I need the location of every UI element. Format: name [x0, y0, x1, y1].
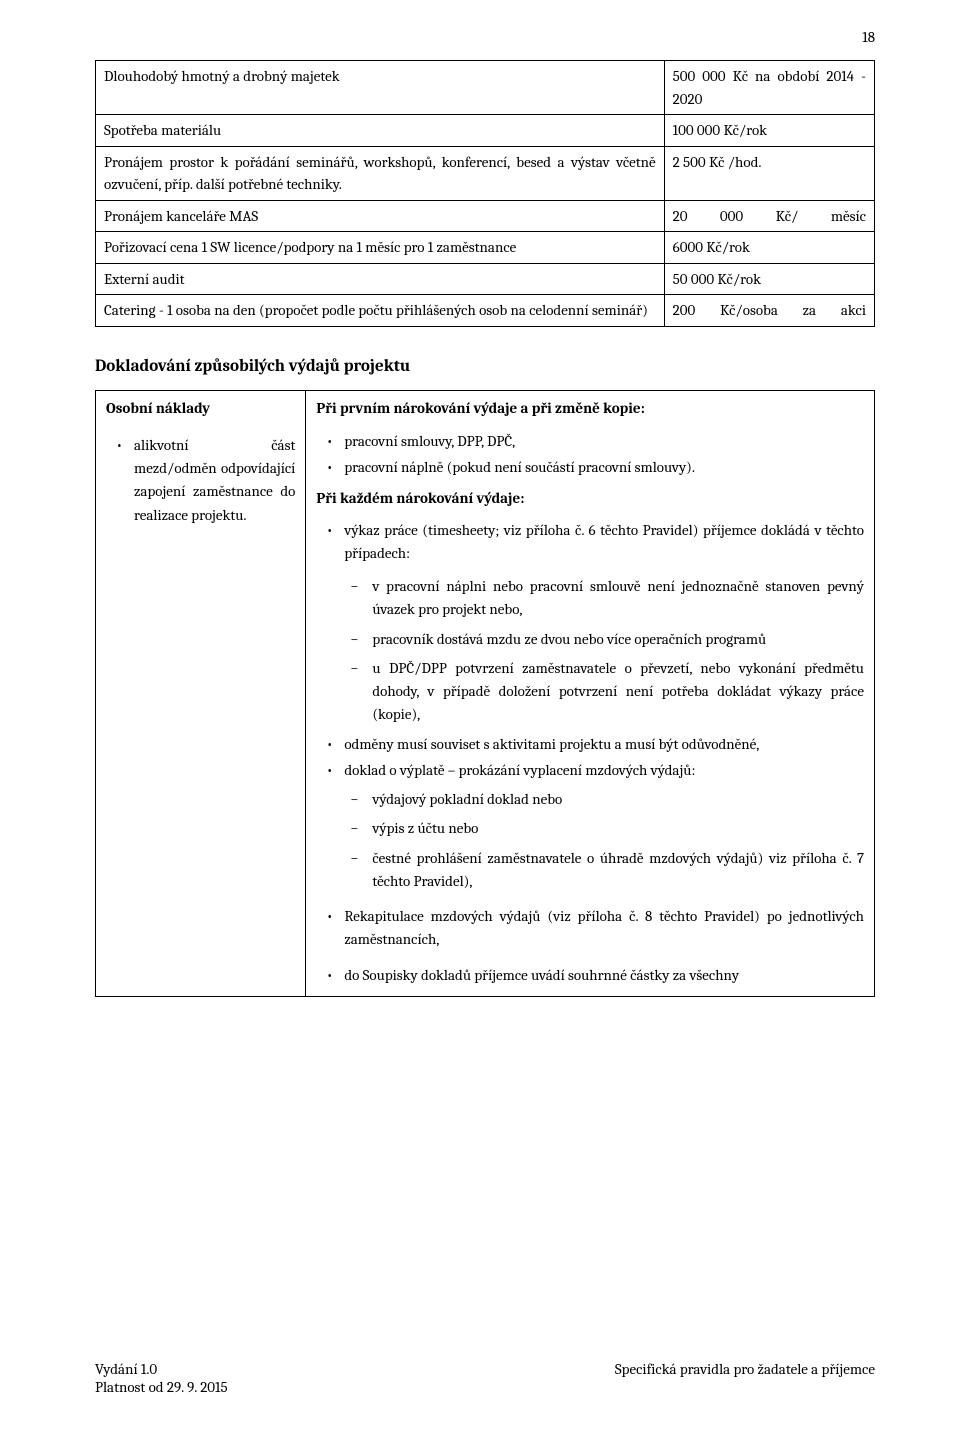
cost-item: Pořizovací cena 1 SW licence/podpory na … — [96, 232, 665, 264]
cost-value: 20 000 Kč/ měsíc — [664, 200, 874, 232]
table-row: Pronájem prostor k pořádání seminářů, wo… — [96, 146, 875, 200]
cost-value: 500 000 Kč na období 2014 - 2020 — [664, 61, 874, 115]
list-item: alikvotní část mezd/odměn odpovídající z… — [134, 434, 295, 527]
cost-value: 2 500 Kč /hod. — [664, 146, 874, 200]
list-item: pracovní náplně (pokud není součástí pra… — [344, 456, 864, 479]
cost-item: Pronájem prostor k pořádání seminářů, wo… — [96, 146, 665, 200]
footer-left: Vydání 1.0 Platnost od 29. 9. 2015 — [95, 1360, 228, 1396]
cost-table: Dlouhodobý hmotný a drobný majetek 500 0… — [95, 60, 875, 327]
list-item: čestné prohlášení zaměstnavatele o úhrad… — [372, 847, 864, 894]
cost-value: 200 Kč/osoba za akci — [664, 295, 874, 327]
subheading: Při každém nárokování výdaje: — [316, 487, 864, 510]
list-item: doklad o výplatě – prokázání vyplacení m… — [344, 759, 864, 782]
list-item: pracovní smlouvy, DPP, DPČ, — [344, 430, 864, 453]
page-footer: Vydání 1.0 Platnost od 29. 9. 2015 Speci… — [95, 1360, 875, 1396]
cost-item: Externí audit — [96, 263, 665, 295]
list-item: pracovník dostává mzdu ze dvou nebo více… — [372, 628, 864, 651]
list-item: Rekapitulace mzdových výdajů (viz příloh… — [344, 905, 864, 952]
section-heading: Dokladování způsobilých výdajů projektu — [95, 357, 875, 376]
table-row: Dlouhodobý hmotný a drobný majetek 500 0… — [96, 61, 875, 115]
list-item: výkaz práce (timesheety; viz příloha č. … — [344, 519, 864, 566]
cost-value: 6000 Kč/rok — [664, 232, 874, 264]
table-row: Pronájem kanceláře MAS 20 000 Kč/ měsíc — [96, 200, 875, 232]
list-item: výpis z účtu nebo — [372, 817, 864, 840]
cost-item: Pronájem kanceláře MAS — [96, 200, 665, 232]
footer-line: Platnost od 29. 9. 2015 — [95, 1378, 228, 1396]
list-item: odměny musí souviset s aktivitami projek… — [344, 733, 864, 756]
table-row: Spotřeba materiálu 100 000 Kč/rok — [96, 115, 875, 147]
list-item: výdajový pokladní doklad nebo — [372, 788, 864, 811]
list-item: do Soupisky dokladů příjemce uvádí souhr… — [344, 964, 864, 987]
footer-right: Specifická pravidla pro žadatele a příje… — [615, 1360, 875, 1396]
cost-item: Catering - 1 osoba na den (propočet podl… — [96, 295, 665, 327]
left-column: Osobní náklady alikvotní část mezd/odměn… — [96, 390, 306, 996]
cost-value: 100 000 Kč/rok — [664, 115, 874, 147]
table-row: Pořizovací cena 1 SW licence/podpory na … — [96, 232, 875, 264]
documentation-table: Osobní náklady alikvotní část mezd/odměn… — [95, 390, 875, 997]
right-header: Při prvním nárokování výdaje a při změně… — [316, 397, 864, 420]
footer-line: Vydání 1.0 — [95, 1360, 228, 1378]
left-header: Osobní náklady — [106, 397, 295, 420]
right-column: Při prvním nárokování výdaje a při změně… — [306, 390, 875, 996]
table-row: Catering - 1 osoba na den (propočet podl… — [96, 295, 875, 327]
page-number: 18 — [862, 28, 875, 46]
table-row: Osobní náklady alikvotní část mezd/odměn… — [96, 390, 875, 996]
list-item: u DPČ/DPP potvrzení zaměstnavatele o pře… — [372, 657, 864, 727]
list-item: v pracovní náplni nebo pracovní smlouvě … — [372, 575, 864, 622]
cost-item: Spotřeba materiálu — [96, 115, 665, 147]
cost-item: Dlouhodobý hmotný a drobný majetek — [96, 61, 665, 115]
cost-value: 50 000 Kč/rok — [664, 263, 874, 295]
table-row: Externí audit 50 000 Kč/rok — [96, 263, 875, 295]
